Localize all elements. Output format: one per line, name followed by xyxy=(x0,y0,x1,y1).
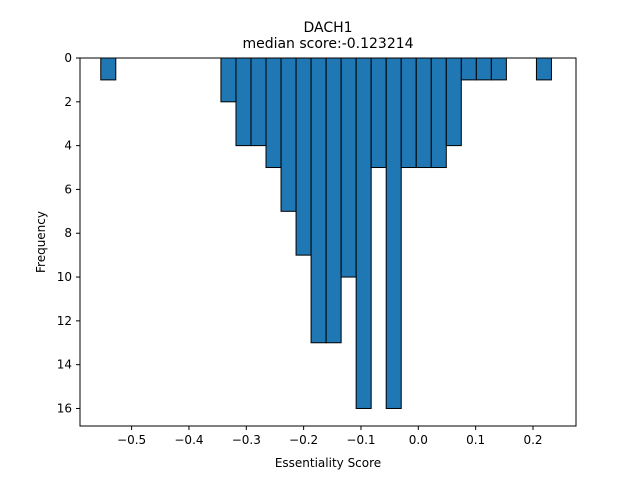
bars-group xyxy=(100,57,552,409)
histogram-bar xyxy=(265,57,282,169)
histogram-bar xyxy=(355,57,372,409)
y-tick-label: 8 xyxy=(64,226,72,240)
histogram-bar xyxy=(415,57,432,169)
y-tick-label: 16 xyxy=(57,401,72,415)
y-axis-label: Frequency xyxy=(34,211,48,273)
x-axis-label: Essentiality Score xyxy=(275,456,381,470)
y-tick-label: 4 xyxy=(64,139,72,153)
histogram-bar xyxy=(340,57,357,278)
histogram-bar xyxy=(370,57,387,169)
histogram-bar xyxy=(280,57,297,212)
histogram-bar xyxy=(400,57,417,169)
x-tick-label: −0.4 xyxy=(174,433,203,447)
histogram-bar xyxy=(445,57,462,147)
x-tick-label: 0.0 xyxy=(409,433,428,447)
plot-frame xyxy=(79,57,577,427)
histogram-bar xyxy=(235,57,252,147)
histogram-bar xyxy=(460,57,477,81)
histogram-bar xyxy=(490,57,507,81)
x-tick-label: 0.1 xyxy=(466,433,485,447)
y-tick-label: 6 xyxy=(64,182,72,196)
chart-title: DACH1 xyxy=(303,20,352,36)
x-tick-label: −0.1 xyxy=(346,433,375,447)
histogram-bar xyxy=(475,57,492,81)
histogram-bar xyxy=(295,57,312,256)
y-tick-label: 14 xyxy=(57,358,72,372)
histogram-bar xyxy=(325,57,342,344)
y-tick-label: 12 xyxy=(57,314,72,328)
chart-subtitle: median score:-0.123214 xyxy=(242,36,413,52)
x-tick-label: −0.2 xyxy=(289,433,318,447)
histogram-bar xyxy=(220,57,237,103)
y-tick-label: 10 xyxy=(57,270,72,284)
histogram-bar xyxy=(535,57,552,81)
x-tick-label: −0.3 xyxy=(232,433,261,447)
histogram-bar xyxy=(100,57,117,81)
x-tick-label: −0.5 xyxy=(117,433,146,447)
histogram-bar xyxy=(430,57,447,169)
x-axis-ticks: −0.5 −0.4 −0.3 −0.2 −0.1 0.0 0.1 0.2 xyxy=(117,426,543,447)
histogram-bar xyxy=(310,57,327,344)
histogram-bar xyxy=(250,57,267,147)
x-tick-label: 0.2 xyxy=(523,433,542,447)
y-axis-ticks: 0 2 4 6 8 10 12 14 16 xyxy=(57,51,80,415)
y-tick-label: 0 xyxy=(64,51,72,65)
histogram-bar xyxy=(385,57,402,409)
y-tick-label: 2 xyxy=(64,95,72,109)
